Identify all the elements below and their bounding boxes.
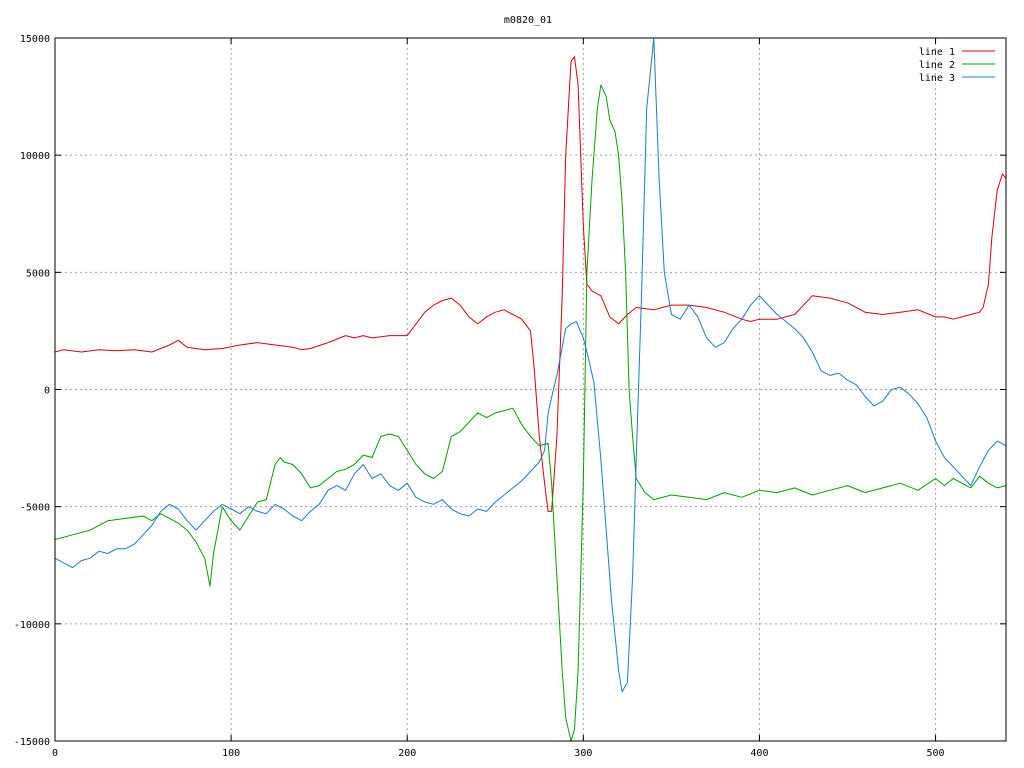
x-tick-label: 300 xyxy=(574,748,592,759)
x-tick-label: 100 xyxy=(222,748,240,759)
chart-title: m0820_01 xyxy=(504,15,552,26)
axis-ticks: -15000 -10000 -5000 0 5000 10000 15000 0 100 200 3… xyxy=(14,34,1006,759)
x-tick-label: 400 xyxy=(750,748,768,759)
y-tick-label: -10000 xyxy=(14,620,50,631)
legend: line 1 line 2 line 3 xyxy=(919,47,995,84)
y-tick-label: 0 xyxy=(44,386,50,397)
series-line-3 xyxy=(55,38,1006,693)
y-tick-label: 5000 xyxy=(26,268,50,279)
y-tick-label: -15000 xyxy=(14,737,50,748)
y-tick-label: 15000 xyxy=(20,34,50,45)
legend-label: line 2 xyxy=(919,60,955,71)
y-tick-label: 10000 xyxy=(20,151,50,162)
plot-frame xyxy=(54,37,1007,742)
x-tick-label: 500 xyxy=(927,748,945,759)
series-group xyxy=(55,38,1006,741)
x-tick-label: 0 xyxy=(52,748,58,759)
series-line-2 xyxy=(55,84,1006,741)
legend-label: line 1 xyxy=(919,47,955,58)
legend-label: line 3 xyxy=(919,73,955,84)
series-line-1 xyxy=(55,56,1006,512)
x-tick-label: 200 xyxy=(398,748,416,759)
y-tick-label: -5000 xyxy=(20,503,50,514)
grid-lines xyxy=(55,38,1006,741)
